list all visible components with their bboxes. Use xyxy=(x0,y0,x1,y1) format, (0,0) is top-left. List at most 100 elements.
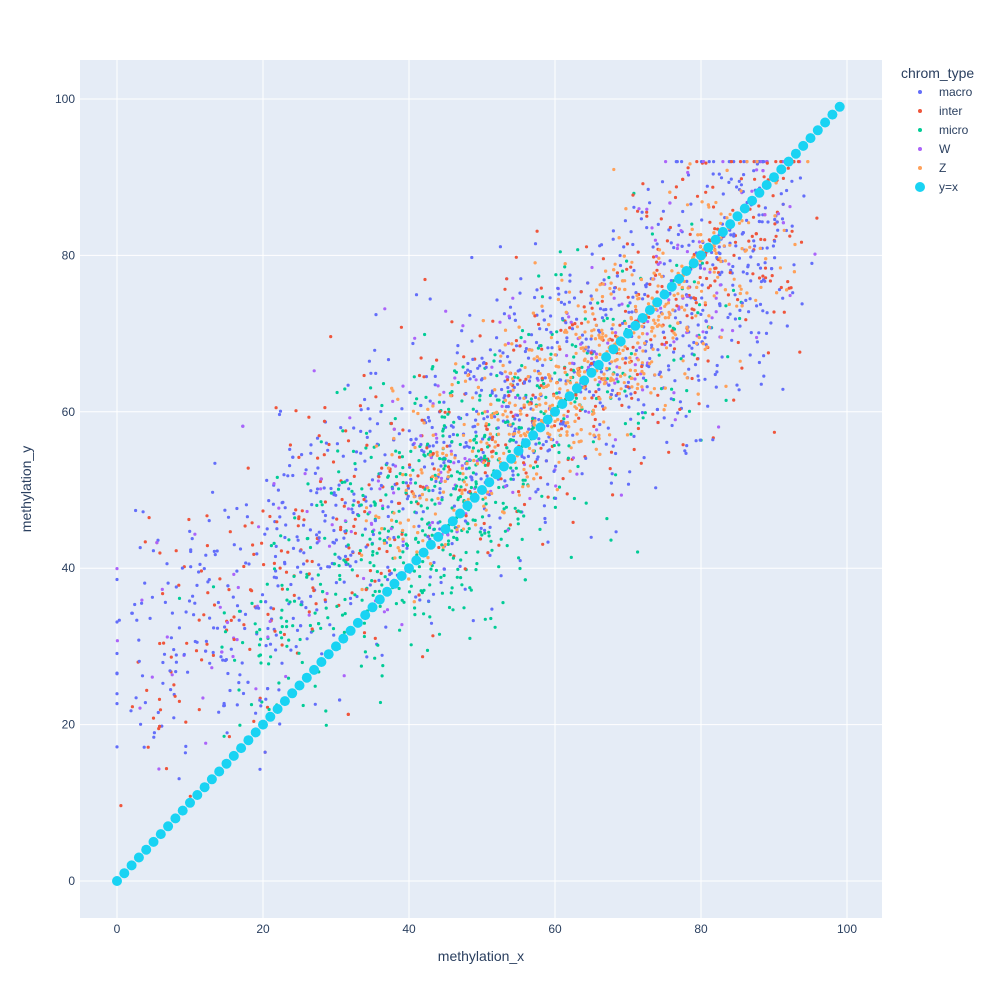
scatter-point xyxy=(536,455,540,459)
scatter-point xyxy=(305,537,309,541)
scatter-point xyxy=(707,314,711,318)
scatter-points xyxy=(115,160,819,808)
scatter-point xyxy=(401,473,405,477)
scatter-point xyxy=(619,493,624,497)
scatter-point xyxy=(407,463,412,467)
scatter-point xyxy=(514,466,518,470)
scatter-point xyxy=(417,373,422,378)
scatter-point xyxy=(464,476,468,480)
diagonal-point xyxy=(360,610,371,621)
scatter-point xyxy=(542,318,546,322)
scatter-point xyxy=(470,449,475,453)
scatter-point xyxy=(518,378,522,382)
scatter-point xyxy=(303,472,307,476)
scatter-point xyxy=(688,162,692,166)
legend-item-z[interactable]: Z xyxy=(918,161,946,175)
scatter-point xyxy=(600,295,605,299)
scatter-point xyxy=(686,173,691,177)
scatter-point xyxy=(343,529,347,534)
legend-item-macro[interactable]: macro xyxy=(918,85,973,99)
scatter-point xyxy=(570,343,574,347)
scatter-point xyxy=(336,487,341,491)
scatter-point xyxy=(283,560,287,564)
scatter-point xyxy=(712,270,716,274)
scatter-point xyxy=(559,433,563,437)
scatter-point xyxy=(372,500,376,504)
legend-item-micro[interactable]: micro xyxy=(918,123,969,137)
legend-item-inter[interactable]: inter xyxy=(918,104,962,118)
diagonal-point xyxy=(126,860,137,871)
scatter-point xyxy=(339,525,343,529)
diagonal-point xyxy=(776,164,787,175)
scatter-point xyxy=(401,543,405,548)
scatter-point xyxy=(248,588,253,592)
scatter-point xyxy=(332,633,336,637)
scatter-point xyxy=(411,468,415,472)
scatter-point xyxy=(612,167,616,172)
scatter-point xyxy=(597,343,601,347)
scatter-point xyxy=(158,724,162,729)
scatter-point xyxy=(657,323,661,327)
scatter-point xyxy=(547,323,551,327)
scatter-point xyxy=(568,273,572,277)
scatter-point xyxy=(640,411,645,415)
scatter-point xyxy=(696,374,700,378)
legend-item-y-x[interactable]: y=x xyxy=(915,180,958,194)
scatter-point xyxy=(757,331,761,335)
scatter-point xyxy=(487,534,491,538)
diagonal-point xyxy=(338,633,349,644)
scatter-point xyxy=(650,329,654,333)
scatter-point xyxy=(446,475,450,479)
scatter-point xyxy=(574,332,578,336)
scatter-point xyxy=(223,625,227,629)
scatter-point xyxy=(625,347,630,351)
scatter-point xyxy=(462,422,466,427)
scatter-point xyxy=(747,310,751,314)
diagonal-point xyxy=(221,758,232,769)
diagonal-point xyxy=(623,328,633,339)
scatter-point xyxy=(293,516,297,520)
scatter-point xyxy=(643,292,647,297)
scatter-point xyxy=(474,485,478,489)
legend-item-w[interactable]: W xyxy=(918,142,951,156)
scatter-point xyxy=(550,425,554,429)
scatter-point xyxy=(609,450,614,454)
scatter-point xyxy=(749,255,753,259)
scatter-point xyxy=(629,316,633,320)
scatter-point xyxy=(433,502,437,506)
scatter-point xyxy=(719,335,723,339)
scatter-point xyxy=(630,260,634,264)
scatter-point xyxy=(163,600,167,605)
diagonal-point xyxy=(119,868,130,879)
scatter-point xyxy=(463,567,467,571)
scatter-point xyxy=(623,422,628,426)
scatter-point xyxy=(528,464,533,468)
scatter-point xyxy=(695,194,700,198)
scatter-point xyxy=(236,585,240,590)
scatter-point xyxy=(435,440,439,444)
scatter-point xyxy=(258,628,262,632)
scatter-point xyxy=(517,325,521,329)
scatter-point xyxy=(416,540,420,545)
scatter-point xyxy=(486,551,490,555)
scatter-point xyxy=(115,651,119,656)
scatter-point xyxy=(243,626,247,631)
scatter-point xyxy=(786,166,790,170)
scatter-point xyxy=(461,365,465,369)
scatter-point xyxy=(626,385,630,389)
scatter-point xyxy=(446,470,450,474)
diagonal-point xyxy=(754,187,765,198)
scatter-point xyxy=(335,517,339,521)
scatter-point xyxy=(317,622,321,626)
scatter-point xyxy=(732,277,736,281)
scatter-point xyxy=(441,548,445,552)
scatter-point xyxy=(615,373,619,377)
scatter-point xyxy=(537,322,541,326)
scatter-point xyxy=(312,589,316,593)
scatter-point xyxy=(398,501,402,505)
scatter-point xyxy=(420,517,424,521)
scatter-point xyxy=(579,346,583,350)
scatter-point xyxy=(636,358,640,362)
scatter-point xyxy=(323,513,328,518)
diagonal-point xyxy=(331,641,341,652)
